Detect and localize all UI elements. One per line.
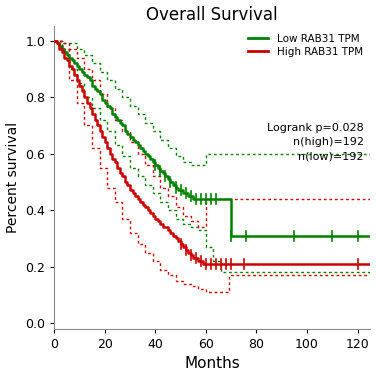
- Title: Overall Survival: Overall Survival: [146, 6, 278, 23]
- X-axis label: Months: Months: [184, 356, 240, 371]
- Y-axis label: Percent survival: Percent survival: [6, 122, 20, 233]
- Text: Logrank p=0.028
n(high)=192
n(low)=192: Logrank p=0.028 n(high)=192 n(low)=192: [267, 123, 364, 161]
- Legend: Low RAB31 TPM, High RAB31 TPM: Low RAB31 TPM, High RAB31 TPM: [246, 32, 365, 59]
